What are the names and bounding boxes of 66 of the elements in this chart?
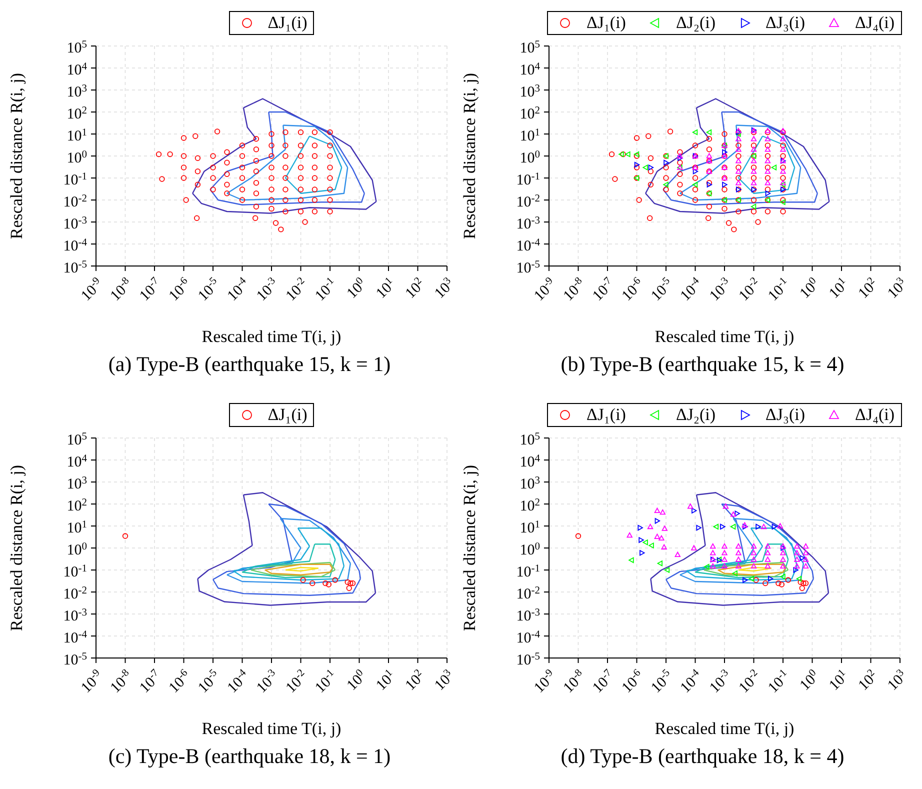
text: (a) Type-B (earthquake 15, k = 1) <box>107 352 392 377</box>
y-tick-label: 10$^{0}$ <box>66 148 87 166</box>
legend-label: ΔJ₂(i) <box>676 13 716 33</box>
y-tick-label: 10$^{-2}$ <box>63 192 87 210</box>
y-tick-label: 10$^{-5}$ <box>63 258 87 276</box>
y-tick-label: 10$^{2}$ <box>66 104 87 122</box>
y-tick-label: 10$^{4}$ <box>520 60 541 78</box>
y-tick-label: 10$^{-3}$ <box>63 214 87 232</box>
y-tick-label: 10$^{0}$ <box>520 148 540 166</box>
legend-label: ΔJ₁(i) <box>586 405 626 425</box>
y-tick-label: 10$^{4}$ <box>66 60 88 78</box>
legend-label: ΔJ₃(i) <box>766 405 806 425</box>
y-tick-label: 10$^{0}$ <box>66 540 87 558</box>
y-tick-label: 10$^{3}$ <box>66 82 87 100</box>
y-tick-label: 10$^{-4}$ <box>516 236 541 254</box>
y-axis-title: Rescaled distance R(i, j) <box>7 464 26 632</box>
legend-label: ΔJ₁(i) <box>586 13 626 33</box>
y-tick-label: 10$^{-1}$ <box>63 562 87 580</box>
y-tick-label: 10$^{5}$ <box>520 38 540 56</box>
y-tick-label: 10$^{-4}$ <box>63 236 88 254</box>
y-tick-label: 10$^{3}$ <box>520 474 540 492</box>
text: (b) Type-B (earthquake 15, k = 4) <box>560 352 846 377</box>
y-tick-label: 10$^{-5}$ <box>516 258 540 276</box>
text: (c) Type-B (earthquake 18, k = 1) <box>107 744 392 769</box>
y-tick-label: 10$^{-3}$ <box>63 606 87 624</box>
y-tick-label: 10$^{-1}$ <box>63 170 87 188</box>
y-tick-label: 10$^{2}$ <box>520 496 540 514</box>
y-axis-title: Rescaled distance R(i, j) <box>460 464 480 632</box>
y-tick-label: 10$^{4}$ <box>66 452 88 470</box>
y-tick-label: 10$^{3}$ <box>66 474 87 492</box>
y-tick-label: 10$^{5}$ <box>66 38 87 56</box>
y-tick-label: 10$^{3}$ <box>520 82 540 100</box>
legend-label: ΔJ₁(i) <box>268 13 308 33</box>
y-tick-label: 10$^{-3}$ <box>516 606 540 624</box>
y-tick-label: 10$^{-4}$ <box>516 628 541 646</box>
x-axis-title: Rescaled time T(i, j) <box>202 327 342 346</box>
y-tick-label: 10$^{2}$ <box>66 496 87 514</box>
y-tick-label: 10$^{-4}$ <box>63 628 88 646</box>
y-tick-label: 10$^{-2}$ <box>63 584 87 602</box>
y-tick-label: 10$^{1}$ <box>66 126 87 144</box>
y-tick-label: 10$^{-3}$ <box>516 214 540 232</box>
y-tick-label: 10$^{-5}$ <box>63 650 87 668</box>
y-tick-label: 10$^{1}$ <box>520 126 540 144</box>
x-axis-title: Rescaled time T(i, j) <box>654 327 794 346</box>
y-tick-label: 10$^{0}$ <box>520 540 540 558</box>
legend-label: ΔJ₄(i) <box>855 405 895 425</box>
y-tick-label: 10$^{1}$ <box>520 518 540 536</box>
y-tick-label: 10$^{-5}$ <box>516 650 540 668</box>
y-axis-title: Rescaled distance R(i, j) <box>460 72 480 240</box>
text: (d) Type-B (earthquake 18, k = 4) <box>560 744 846 769</box>
legend-label: ΔJ₁(i) <box>268 405 308 425</box>
legend-label: ΔJ₃(i) <box>766 13 806 33</box>
y-tick-label: 10$^{-2}$ <box>516 192 540 210</box>
legend-label: ΔJ₄(i) <box>855 13 895 33</box>
y-tick-label: 10$^{-1}$ <box>516 170 540 188</box>
y-tick-label: 10$^{-1}$ <box>516 562 540 580</box>
legend-label: ΔJ₂(i) <box>676 405 716 425</box>
x-axis-title: Rescaled time T(i, j) <box>654 719 794 738</box>
y-tick-label: 10$^{-2}$ <box>516 584 540 602</box>
y-tick-label: 10$^{5}$ <box>520 430 540 448</box>
y-tick-label: 10$^{5}$ <box>66 430 87 448</box>
y-tick-label: 10$^{1}$ <box>66 518 87 536</box>
y-axis-title: Rescaled distance R(i, j) <box>7 72 26 240</box>
y-tick-label: 10$^{4}$ <box>520 452 541 470</box>
y-tick-label: 10$^{2}$ <box>520 104 540 122</box>
x-axis-title: Rescaled time T(i, j) <box>202 719 342 738</box>
